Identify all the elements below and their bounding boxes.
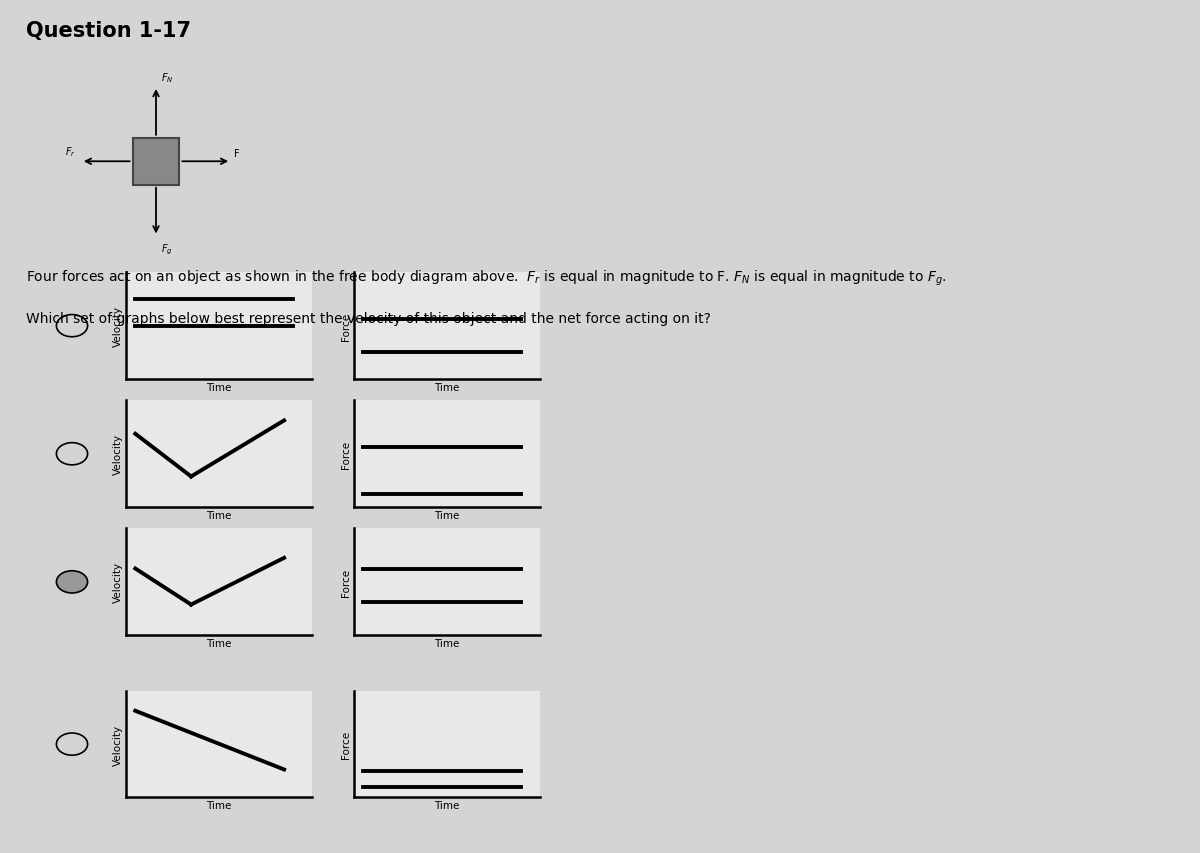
Y-axis label: Force: Force [341,730,352,758]
X-axis label: Time: Time [434,510,460,520]
Text: $F_N$: $F_N$ [161,71,173,84]
X-axis label: Time: Time [206,510,232,520]
Text: F: F [234,148,239,159]
X-axis label: Time: Time [206,638,232,648]
X-axis label: Time: Time [434,382,460,392]
X-axis label: Time: Time [206,382,232,392]
Y-axis label: Velocity: Velocity [113,433,124,475]
Text: Which set of graphs below best represent the velocity of this object and the net: Which set of graphs below best represent… [26,311,712,325]
Y-axis label: Force: Force [341,440,352,468]
Y-axis label: Velocity: Velocity [113,561,124,603]
Text: $F_g$: $F_g$ [161,242,173,256]
Y-axis label: Force: Force [341,568,352,596]
Text: Four forces act on an object as shown in the free body diagram above.  $F_r$ is : Four forces act on an object as shown in… [26,269,947,288]
X-axis label: Time: Time [206,800,232,810]
X-axis label: Time: Time [434,638,460,648]
Y-axis label: Force: Force [341,312,352,340]
X-axis label: Time: Time [434,800,460,810]
Y-axis label: Velocity: Velocity [113,305,124,347]
Y-axis label: Velocity: Velocity [113,723,124,765]
Text: Question 1-17: Question 1-17 [26,21,192,41]
Text: $F_r$: $F_r$ [66,145,76,159]
FancyBboxPatch shape [132,139,180,186]
